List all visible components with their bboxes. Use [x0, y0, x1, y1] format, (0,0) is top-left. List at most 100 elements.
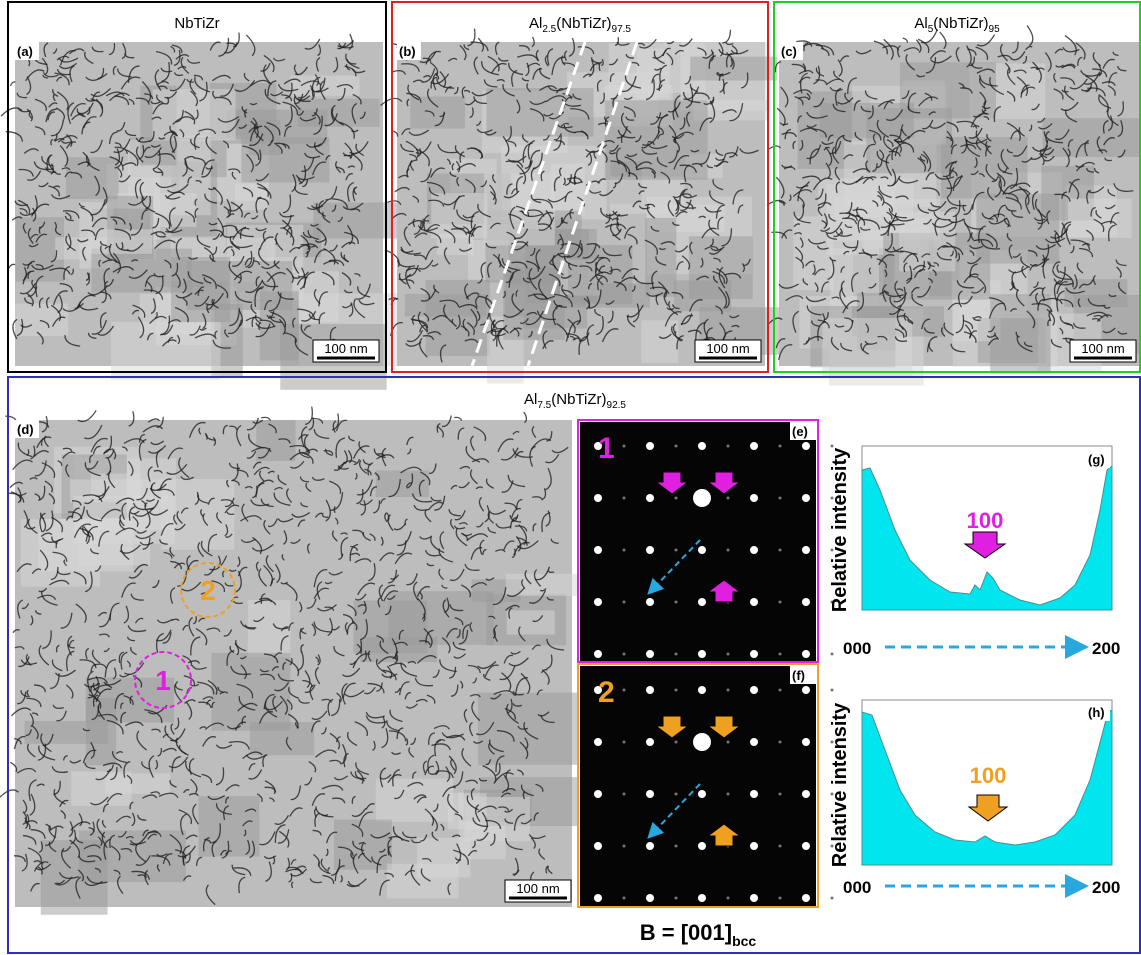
diffraction-spot: [750, 598, 758, 606]
weak-spot: [623, 497, 626, 500]
weak-spot: [623, 897, 626, 900]
diffraction-spot: [802, 442, 810, 450]
diffraction-spot: [750, 738, 758, 746]
y-axis-label: Relative intensity: [829, 447, 851, 612]
diffraction-spot: [646, 442, 654, 450]
dislocation: [10, 82, 15, 86]
pattern-region: 1: [598, 432, 615, 465]
panel-label: (e): [792, 424, 808, 439]
weak-spot: [779, 741, 782, 744]
diffraction-spot: [750, 686, 758, 694]
title-part: (NbTiZr): [933, 15, 988, 32]
diffraction-spot: [802, 842, 810, 850]
weak-spot: [623, 845, 626, 848]
contrast-patch: [507, 610, 555, 634]
weak-spot: [727, 689, 730, 692]
weak-spot: [779, 845, 782, 848]
scale-bar-text: 100 nm: [1081, 341, 1124, 356]
weak-spot: [675, 845, 678, 848]
axis-start: 000: [843, 878, 871, 897]
diffraction-spot: [646, 738, 654, 746]
diffraction-spot: [646, 546, 654, 554]
diffraction-spot: [802, 598, 810, 606]
weak-spot: [623, 741, 626, 744]
diffraction-spot: [802, 546, 810, 554]
diffraction-spot: [750, 894, 758, 902]
diffraction-spot: [750, 842, 758, 850]
weak-spot: [831, 653, 834, 656]
weak-spot: [831, 445, 834, 448]
y-axis-label: Relative intensity: [829, 702, 851, 867]
title-part: Al: [524, 391, 537, 408]
weak-spot: [675, 897, 678, 900]
panel-title: Al5(NbTiZr)95: [914, 15, 1000, 35]
contrast-patch: [645, 218, 676, 297]
diffraction-spot: [646, 894, 654, 902]
weak-spot: [779, 689, 782, 692]
weak-spot: [675, 653, 678, 656]
weak-spot: [675, 445, 678, 448]
title-subscript: 2.5: [542, 24, 556, 35]
contrast-patch: [1068, 199, 1132, 238]
diffraction-spot: [698, 598, 706, 606]
region-label: 2: [200, 575, 216, 606]
diffraction-spot: [750, 650, 758, 658]
peak-label: 100: [967, 508, 1004, 533]
scale-bar-text: 100 nm: [516, 881, 559, 896]
diffraction-spot: [646, 598, 654, 606]
diffraction-spot: [750, 790, 758, 798]
weak-spot: [779, 445, 782, 448]
weak-spot: [779, 897, 782, 900]
weak-spot: [675, 601, 678, 604]
panel-label: (h): [1088, 705, 1105, 720]
panel-label: (f): [792, 668, 805, 683]
diffraction-spot: [698, 546, 706, 554]
diffraction-spot: [750, 494, 758, 502]
weak-spot: [675, 793, 678, 796]
diffraction-spot: [594, 650, 602, 658]
diffraction-spot: [698, 790, 706, 798]
diffraction-spot: [698, 686, 706, 694]
contrast-patch: [256, 420, 295, 461]
diffraction-spot: [594, 738, 602, 746]
diffraction-spot: [594, 598, 602, 606]
diffraction-spot: [802, 738, 810, 746]
contrast-patch: [66, 157, 119, 199]
contrast-patch: [417, 838, 471, 878]
diffraction-spot: [750, 442, 758, 450]
axis-start: 000: [843, 639, 871, 658]
dislocation: [78, 410, 96, 421]
weak-spot: [623, 689, 626, 692]
diffraction-spot: [802, 650, 810, 658]
weak-spot: [675, 741, 678, 744]
pattern-region: 2: [598, 676, 615, 709]
weak-spot: [779, 601, 782, 604]
contrast-patch: [389, 591, 494, 645]
contrast-patch: [506, 574, 579, 596]
weak-spot: [623, 549, 626, 552]
diffraction-spot: [802, 894, 810, 902]
title-part: Al: [529, 15, 542, 32]
contrast-patch: [86, 698, 116, 765]
contrast-patch: [641, 320, 678, 363]
weak-spot: [727, 897, 730, 900]
dislocation: [903, 38, 908, 43]
contrast-patch: [376, 779, 454, 822]
weak-spot: [779, 653, 782, 656]
contrast-patch: [990, 294, 1050, 373]
weak-spot: [831, 689, 834, 692]
diffraction-spot: [594, 894, 602, 902]
title-subscript: 7.5: [537, 400, 551, 411]
profile-h: [862, 700, 1112, 886]
scale-bar-text: 100 nm: [324, 341, 367, 356]
diffraction-spot: [646, 686, 654, 694]
panel-title: NbTiZr: [174, 15, 219, 32]
panel-label: (d): [17, 422, 34, 437]
scale-bar-text: 100 nm: [706, 341, 749, 356]
title-subscript: 97.5: [612, 24, 632, 35]
title-part: Al: [914, 15, 927, 32]
diffraction-spot: [693, 733, 711, 751]
panel-title: Al7.5(NbTiZr)92.5: [524, 391, 626, 411]
axis-end: 200: [1092, 878, 1120, 897]
weak-spot: [675, 689, 678, 692]
